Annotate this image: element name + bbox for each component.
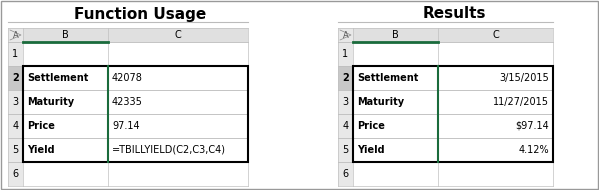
Bar — [108, 138, 248, 162]
Bar — [353, 138, 438, 162]
Bar — [353, 42, 438, 66]
Bar — [353, 66, 553, 162]
Text: 5: 5 — [13, 145, 19, 155]
Bar — [338, 114, 353, 138]
Bar — [108, 66, 248, 90]
Bar — [338, 162, 353, 186]
Text: C: C — [175, 30, 181, 40]
Bar — [338, 28, 353, 42]
Bar — [23, 114, 108, 138]
Text: 2: 2 — [342, 73, 349, 83]
Text: Results: Results — [422, 6, 486, 21]
Text: 42335: 42335 — [112, 97, 143, 107]
Bar — [8, 66, 23, 90]
Text: Function Usage: Function Usage — [74, 6, 206, 21]
Bar — [438, 42, 553, 66]
Bar — [8, 28, 23, 42]
Text: 42078: 42078 — [112, 73, 143, 83]
Text: A: A — [13, 31, 19, 40]
Text: 4: 4 — [13, 121, 19, 131]
Bar — [8, 114, 23, 138]
Bar — [338, 28, 353, 42]
Text: Maturity: Maturity — [27, 97, 74, 107]
Text: B: B — [392, 30, 399, 40]
Bar — [8, 162, 23, 186]
Text: Price: Price — [357, 121, 385, 131]
Text: =TBILLYIELD(C2,C3,C4): =TBILLYIELD(C2,C3,C4) — [112, 145, 226, 155]
Bar — [108, 42, 248, 66]
Text: B: B — [62, 30, 69, 40]
Bar — [338, 66, 353, 90]
Bar — [23, 42, 108, 66]
Text: C: C — [492, 30, 499, 40]
Text: 1: 1 — [13, 49, 19, 59]
Bar — [8, 90, 23, 114]
Bar — [438, 28, 553, 42]
Bar — [8, 42, 23, 66]
Bar — [353, 28, 438, 42]
Text: 6: 6 — [13, 169, 19, 179]
Text: 5: 5 — [343, 145, 349, 155]
Bar — [438, 162, 553, 186]
Text: Settlement: Settlement — [357, 73, 418, 83]
Bar — [338, 138, 353, 162]
Bar — [108, 114, 248, 138]
Text: 6: 6 — [343, 169, 349, 179]
Text: Price: Price — [27, 121, 55, 131]
Bar — [8, 138, 23, 162]
Text: Maturity: Maturity — [357, 97, 404, 107]
Bar — [108, 90, 248, 114]
Bar — [438, 114, 553, 138]
Text: Yield: Yield — [357, 145, 385, 155]
Text: A: A — [343, 31, 349, 40]
Text: $97.14: $97.14 — [515, 121, 549, 131]
Text: Settlement: Settlement — [27, 73, 89, 83]
Text: 3: 3 — [13, 97, 19, 107]
Bar — [353, 162, 438, 186]
Text: 3/15/2015: 3/15/2015 — [499, 73, 549, 83]
Text: 4: 4 — [343, 121, 349, 131]
Bar — [438, 66, 553, 90]
Bar — [353, 66, 438, 90]
Text: 97.14: 97.14 — [112, 121, 140, 131]
Text: 3: 3 — [343, 97, 349, 107]
Bar — [338, 42, 353, 66]
Text: 1: 1 — [343, 49, 349, 59]
Text: 2: 2 — [12, 73, 19, 83]
Text: 11/27/2015: 11/27/2015 — [493, 97, 549, 107]
Bar — [338, 90, 353, 114]
Text: Yield: Yield — [27, 145, 55, 155]
Bar — [23, 138, 108, 162]
Bar — [23, 162, 108, 186]
Bar — [108, 162, 248, 186]
Bar — [353, 114, 438, 138]
Bar — [23, 66, 108, 90]
Bar — [23, 66, 248, 162]
Bar — [23, 90, 108, 114]
Bar — [438, 90, 553, 114]
Bar — [23, 28, 108, 42]
Bar — [108, 28, 248, 42]
Text: 4.12%: 4.12% — [518, 145, 549, 155]
Bar — [353, 90, 438, 114]
Bar — [438, 138, 553, 162]
Bar — [8, 28, 23, 42]
